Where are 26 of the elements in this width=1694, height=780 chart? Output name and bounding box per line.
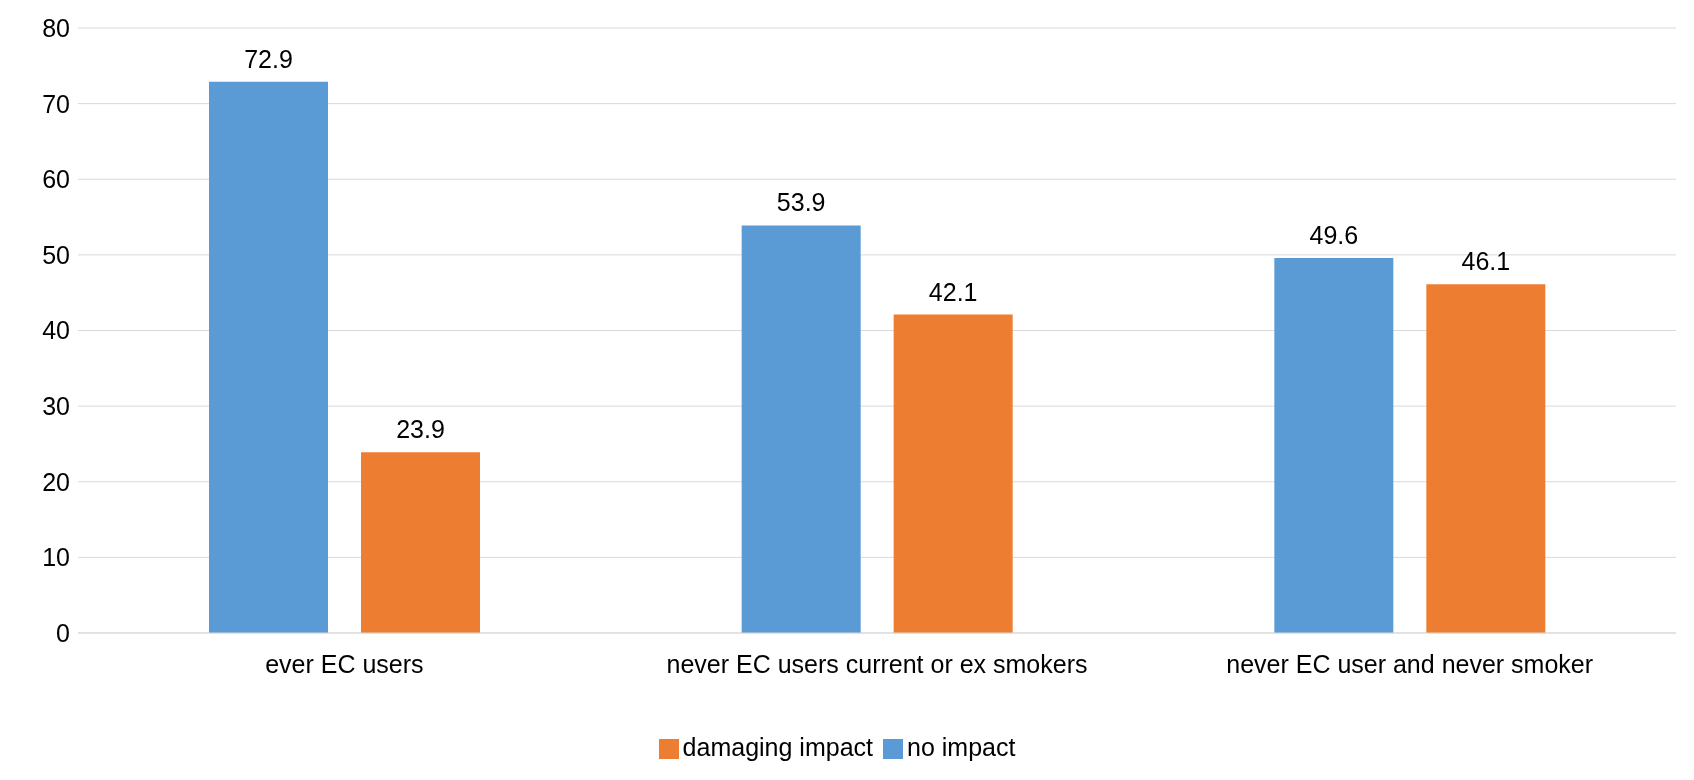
x-tick-label: never EC user and never smoker [1226,649,1594,678]
y-tick-label: 20 [42,467,70,496]
bar [893,314,1013,633]
y-tick-label: 10 [42,543,70,572]
x-tick-label: never EC users current or ex smokers [666,649,1088,678]
y-tick-label: 60 [42,165,70,194]
legend-label: no impact [907,733,1016,761]
bar [209,81,328,633]
bar [1426,284,1546,633]
y-tick-label: 40 [42,316,70,345]
bar [361,452,480,633]
x-tick-label: ever EC users [265,649,424,678]
y-tick-label: 0 [56,618,70,647]
bar [1274,257,1394,633]
data-label: 23.9 [396,415,445,444]
data-label: 72.9 [244,44,293,73]
y-tick-label: 70 [42,89,70,118]
bar [741,225,861,633]
data-label: 53.9 [776,188,826,217]
data-label: 42.1 [928,277,978,306]
data-label: 49.6 [1309,220,1359,249]
y-tick-label: 30 [42,392,70,420]
legend-label: damaging impact [682,733,873,761]
y-tick-label: 80 [42,13,70,42]
y-tick-label: 50 [42,240,70,269]
data-label: 46.1 [1461,247,1511,276]
